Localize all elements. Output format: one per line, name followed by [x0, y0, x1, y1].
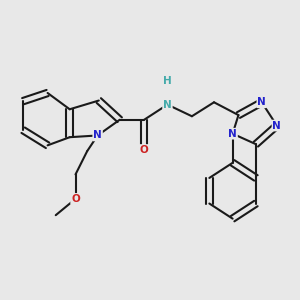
Text: N: N: [228, 129, 237, 139]
Text: N: N: [163, 100, 172, 110]
Text: N: N: [257, 97, 266, 107]
Text: N: N: [93, 130, 102, 140]
Text: O: O: [71, 194, 80, 204]
Text: O: O: [140, 145, 148, 155]
Text: H: H: [163, 76, 172, 86]
Text: N: N: [272, 121, 281, 130]
